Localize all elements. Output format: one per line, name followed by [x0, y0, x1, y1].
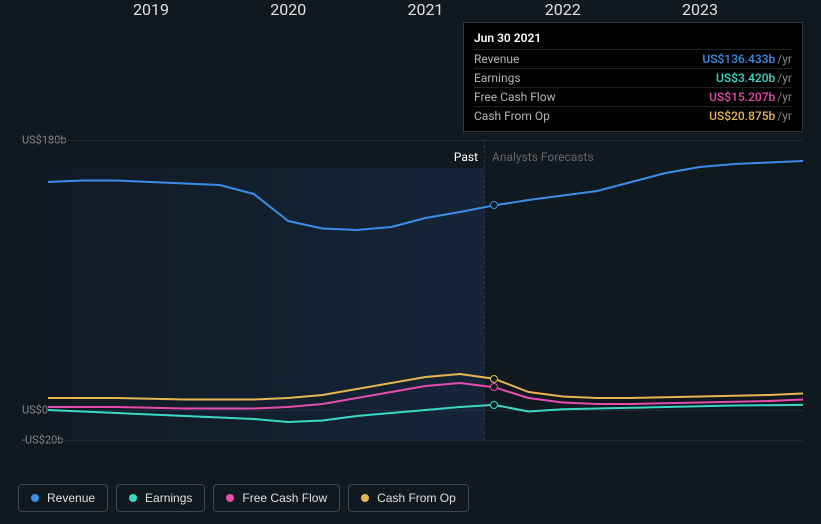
x-axis-label: 2023 [682, 0, 718, 19]
tooltip-row-label: Free Cash Flow [474, 90, 556, 104]
legend-dot-icon [129, 494, 137, 502]
x-axis-label: 2020 [270, 0, 306, 19]
chart-tooltip: Jun 30 2021 RevenueUS$136.433b/yrEarning… [463, 22, 803, 132]
grid-line [48, 440, 803, 441]
tooltip-row: Free Cash Flow US$15.207b/yr [474, 87, 792, 106]
x-axis-label: 2022 [545, 0, 581, 19]
chart-plot[interactable] [48, 140, 803, 440]
tooltip-row-label: Revenue [474, 52, 519, 66]
tooltip-row-value: US$3.420b [716, 71, 775, 85]
x-axis-label: 2021 [408, 0, 444, 19]
tooltip-row-value: US$20.875b [709, 109, 775, 123]
tooltip-row: Earnings US$3.420b/yr [474, 68, 792, 87]
legend-item-label: Free Cash Flow [242, 491, 327, 505]
legend-item-earnings[interactable]: Earnings [116, 484, 205, 512]
financials-chart: Jun 30 2021 RevenueUS$136.433b/yrEarning… [0, 0, 821, 524]
legend-item-cash-from-op[interactable]: Cash From Op [348, 484, 469, 512]
chart-legend: Revenue Earnings Free Cash Flow Cash From O… [18, 484, 469, 512]
legend-item-label: Cash From Op [377, 491, 456, 505]
tooltip-row-label: Earnings [474, 71, 521, 85]
tooltip-row-unit: /yr [777, 71, 792, 85]
tooltip-row-unit: /yr [777, 90, 792, 104]
tooltip-row-unit: /yr [777, 52, 792, 66]
legend-item-label: Revenue [47, 491, 95, 505]
tooltip-row: Revenue US$136.433b/yr [474, 49, 792, 68]
tooltip-row-label: Cash From Op [474, 109, 550, 123]
tooltip-row-value: US$136.433b [702, 52, 775, 66]
legend-dot-icon [31, 494, 39, 502]
tooltip-row-value: US$15.207b [709, 90, 775, 104]
legend-item-revenue[interactable]: Revenue [18, 484, 108, 512]
y-axis-label: US$0 [22, 404, 48, 417]
legend-dot-icon [361, 494, 369, 502]
series-revenue[interactable] [48, 161, 803, 230]
legend-item-label: Earnings [145, 491, 192, 505]
legend-dot-icon [226, 494, 234, 502]
tooltip-row: Cash From Op US$20.875b/yr [474, 106, 792, 125]
tooltip-date: Jun 30 2021 [474, 29, 792, 49]
x-axis-label: 2019 [133, 0, 169, 19]
tooltip-row-unit: /yr [777, 109, 792, 123]
legend-item-free-cash-flow[interactable]: Free Cash Flow [213, 484, 340, 512]
